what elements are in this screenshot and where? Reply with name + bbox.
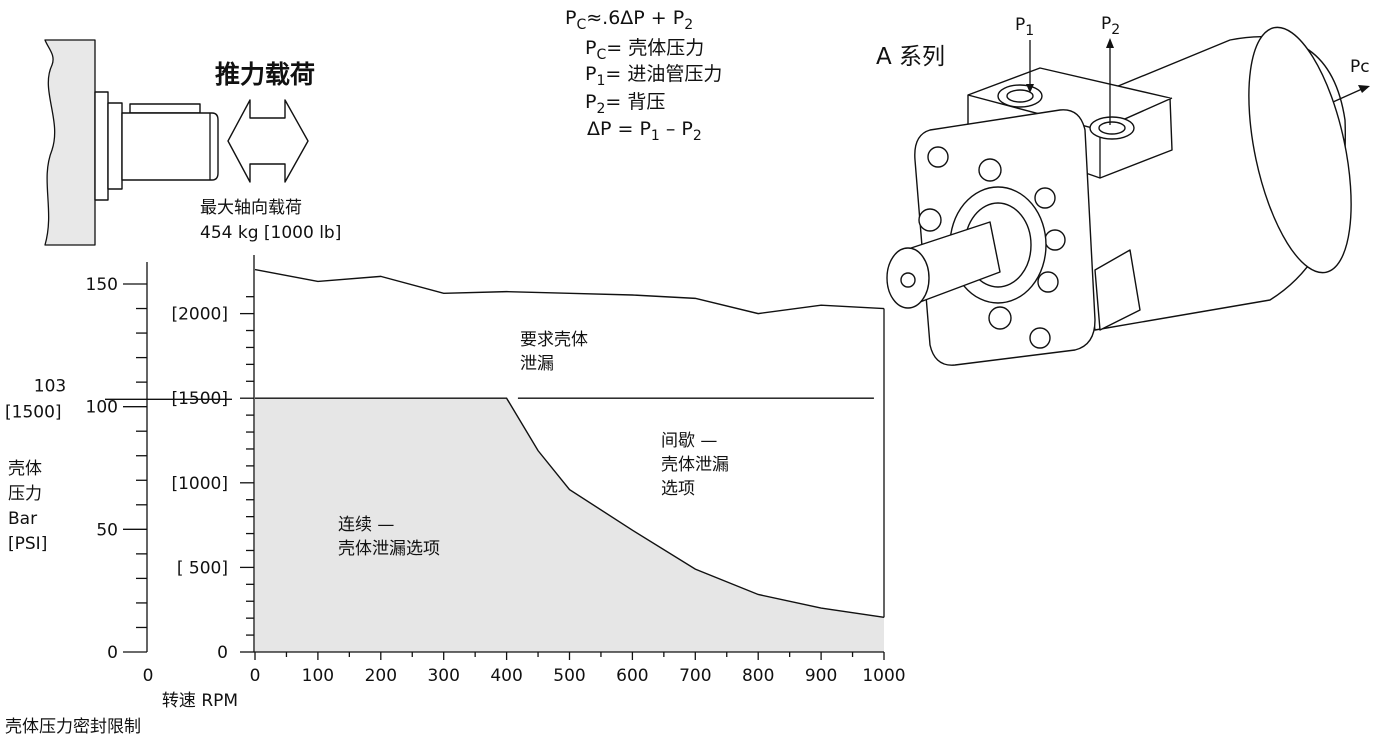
subscript: C <box>576 17 586 33</box>
formula-text: P <box>565 7 576 29</box>
thrust-arrow <box>228 100 308 182</box>
load-value: 454 kg [1000 lb] <box>200 223 341 243</box>
formula-text: P <box>585 63 596 85</box>
formula-text: = 壳体压力 <box>606 37 704 59</box>
x-tick-label: 500 <box>553 666 585 686</box>
reference-label: 103 <box>34 376 66 396</box>
formula-text: P <box>1015 15 1025 35</box>
formula-line: P1= 进油管压力 <box>585 63 722 89</box>
pc-label: Pc <box>1350 57 1370 77</box>
reference-sublabel: [1500] <box>5 402 62 422</box>
formula-text: ΔP = P <box>587 118 651 140</box>
subscript: 1 <box>596 73 605 89</box>
y-axis-label: [PSI] <box>8 534 47 554</box>
formula-line: PC≈.6ΔP + P2 <box>565 7 693 33</box>
y2-tick-label: [ 500] <box>177 558 228 578</box>
p1-label: P1 <box>1015 15 1034 39</box>
series-line <box>255 270 884 314</box>
subscript: 2 <box>684 17 693 33</box>
region-annotation: 连续 — <box>338 515 394 535</box>
region-annotation: 壳体泄漏选项 <box>338 539 440 559</box>
y-axis-label: Bar <box>8 509 37 529</box>
formula-text: = 进油管压力 <box>605 63 722 85</box>
motor-drawing <box>887 18 1370 365</box>
region-annotation: 泄漏 <box>520 354 554 374</box>
x-tick-label: 1000 <box>862 666 905 686</box>
y-tick-label: 100 <box>86 398 118 418</box>
y-tick-label: 150 <box>86 275 118 295</box>
y2-tick-label: [1000] <box>171 474 228 494</box>
subscript: 1 <box>651 128 660 144</box>
x-tick-label: 800 <box>742 666 774 686</box>
formula-text: = 背压 <box>605 91 665 113</box>
formula-text: P <box>585 37 596 59</box>
shaft-drawing <box>45 40 218 245</box>
y-axis-label: 压力 <box>8 484 42 504</box>
formula-line: P2= 背压 <box>585 91 665 117</box>
y-tick-label: 0 <box>107 643 118 663</box>
page: 推力载荷 最大轴向载荷 454 kg [1000 lb] A 系列 Pc P1 … <box>0 0 1393 745</box>
left-x-tick-label: 0 <box>143 666 154 686</box>
y-tick-label: 50 <box>96 520 118 540</box>
formula-line: ΔP = P1 – P2 <box>587 118 702 144</box>
x-tick-label: 700 <box>679 666 711 686</box>
formula-text: – P <box>660 118 693 140</box>
load-label: 最大轴向载荷 <box>200 198 302 218</box>
motor-series: A 系列 <box>876 44 945 70</box>
formula-text: P <box>1101 14 1111 34</box>
x-tick-label: 600 <box>616 666 648 686</box>
x-tick-label: 400 <box>490 666 522 686</box>
p2-label: P2 <box>1101 14 1120 38</box>
x-axis-label: 转速 RPM <box>162 691 238 711</box>
subscript: 2 <box>596 101 605 117</box>
subscript: 2 <box>693 128 702 144</box>
formula-text: P <box>585 91 596 113</box>
x-tick-label: 200 <box>365 666 397 686</box>
x-tick-label: 100 <box>302 666 334 686</box>
x-tick-label: 0 <box>250 666 261 686</box>
subscript: 2 <box>1111 22 1120 38</box>
region-annotation: 选项 <box>661 479 695 499</box>
region-annotation: 壳体泄漏 <box>661 455 729 475</box>
footnote: 壳体压力密封限制 <box>5 717 141 737</box>
thrust-title: 推力载荷 <box>215 60 315 89</box>
subscript: C <box>596 47 606 63</box>
y2-tick-label: 0 <box>217 643 228 663</box>
formula-line: PC= 壳体压力 <box>585 37 704 63</box>
x-tick-label: 300 <box>427 666 459 686</box>
y2-tick-label: [2000] <box>171 305 228 325</box>
region-annotation: 要求壳体 <box>520 330 588 350</box>
y-axis-label: 壳体 <box>8 459 42 479</box>
x-tick-label: 900 <box>805 666 837 686</box>
subscript: 1 <box>1025 23 1034 39</box>
formula-text: ≈.6ΔP + P <box>586 7 684 29</box>
region-annotation: 间歇 — <box>661 431 717 451</box>
